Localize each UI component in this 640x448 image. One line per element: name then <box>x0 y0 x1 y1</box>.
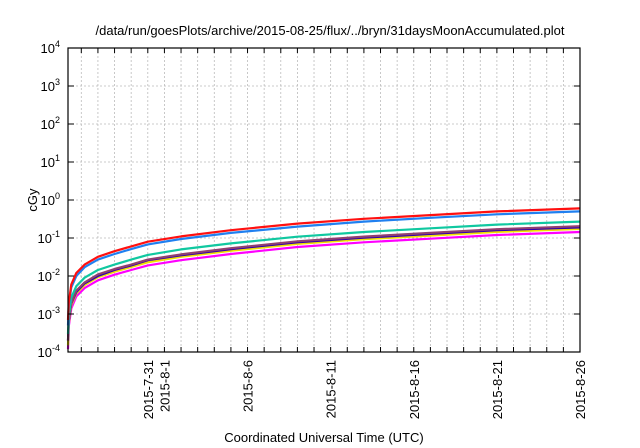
y-tick-label: 10-3 <box>38 305 60 322</box>
chart-title: /data/run/goesPlots/archive/2015-08-25/f… <box>96 23 565 38</box>
series-line-5 <box>66 220 581 334</box>
series-line-1 <box>66 230 581 350</box>
y-tick-label: 101 <box>41 153 60 170</box>
y-tick-label: 10-1 <box>38 229 60 246</box>
x-tick-label: 2015-7-31 <box>141 360 156 419</box>
x-tick-label: 2015-8-16 <box>407 360 422 419</box>
y-axis-label: cGy <box>25 188 40 212</box>
series-line-7 <box>66 207 581 320</box>
y-tick-label: 104 <box>41 39 60 56</box>
x-tick-label: 2015-8-26 <box>573 360 588 419</box>
y-tick-label: 100 <box>41 191 60 208</box>
x-axis-label: Coordinated Universal Time (UTC) <box>224 430 423 445</box>
axes: 10-4 10-3 10-2 10-1 100 101 102 103 104 2015-7-31… <box>38 39 588 419</box>
series-group <box>66 207 581 350</box>
grid <box>68 48 580 352</box>
x-tick-label: 2015-8-6 <box>241 360 256 412</box>
x-tick-label: 2015-8-11 <box>324 360 339 418</box>
y-tick-label: 103 <box>41 77 60 94</box>
series-line-4 <box>66 225 581 341</box>
y-tick-label: 102 <box>41 115 60 132</box>
series-line-6 <box>66 210 581 326</box>
x-tick-label: 2015-8-21 <box>490 360 505 419</box>
x-tick-label: 2015-8-1 <box>157 360 172 412</box>
plot-frame <box>67 47 581 353</box>
y-tick-label: 10-2 <box>38 267 60 284</box>
y-tick-label: 10-4 <box>38 343 60 360</box>
